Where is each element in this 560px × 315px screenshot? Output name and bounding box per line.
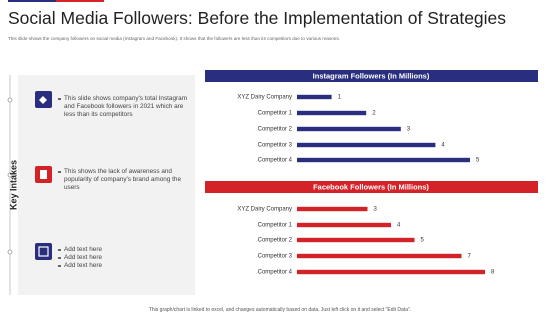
timeline-dot <box>7 97 13 103</box>
value-label: 5 <box>421 238 425 244</box>
intake-text: Add text here <box>58 262 188 270</box>
value-label: 3 <box>407 127 411 133</box>
bar <box>297 222 391 228</box>
chart-title: Instagram Followers (In Millions) <box>313 71 430 80</box>
title: Social Media Followers: Before the Imple… <box>8 8 507 28</box>
value-label: 3 <box>374 207 378 213</box>
category-label: XYZ Dairy Company <box>237 207 292 213</box>
icon-glyph <box>38 246 49 257</box>
intake-text: This slide shows company's total Instagr… <box>58 95 188 119</box>
category-label: Competitor 3 <box>258 254 293 260</box>
bar <box>297 142 436 148</box>
accent-line <box>56 0 104 2</box>
value-label: 1 <box>338 95 342 101</box>
key-intakes-label: Key Intakes <box>8 160 18 210</box>
intake-item: This shows the lack of awareness and pop… <box>58 168 188 192</box>
bar <box>297 253 462 259</box>
category-label: Competitor 4 <box>258 270 293 276</box>
category-label: Competitor 1 <box>258 111 293 117</box>
accent-line <box>8 0 56 2</box>
bar <box>297 126 401 132</box>
icon-glyph <box>40 170 47 179</box>
category-label: XYZ Dairy Company <box>237 95 292 101</box>
bar <box>297 269 485 275</box>
intake-item: This slide shows company's total Instagr… <box>58 95 188 119</box>
icon <box>35 243 52 260</box>
bar <box>297 157 470 163</box>
icon-glyph <box>39 96 47 104</box>
timeline-dot <box>7 172 13 178</box>
value-label: 5 <box>476 158 480 164</box>
category-label: Competitor 4 <box>258 158 293 164</box>
value-label: 4 <box>441 143 445 149</box>
chart-title: Facebook Followers (In Millions) <box>313 182 429 191</box>
bar <box>297 237 415 243</box>
chart-header <box>205 181 538 193</box>
category-label: Competitor 2 <box>258 238 293 244</box>
intake-text: Add text here <box>58 246 188 254</box>
category-label: Competitor 2 <box>258 127 293 133</box>
intake-item: Add text here Add text here Add text her… <box>58 246 188 270</box>
bar <box>297 206 368 212</box>
value-label: 8 <box>491 270 495 276</box>
value-label: 2 <box>372 111 376 117</box>
intake-text: Add text here <box>58 254 188 262</box>
bar <box>297 110 367 116</box>
value-label: 7 <box>468 254 472 260</box>
category-label: Competitor 1 <box>258 223 293 229</box>
footer: This graph/chart is linked to excel, and… <box>148 307 412 313</box>
subtitle: This slide shows the company followers o… <box>8 36 340 41</box>
category-label: Competitor 3 <box>258 143 293 149</box>
chart-header <box>205 70 538 82</box>
value-label: 4 <box>397 223 401 229</box>
bar <box>297 94 332 100</box>
intake-text: This shows the lack of awareness and pop… <box>58 168 188 192</box>
timeline-dot <box>7 249 13 255</box>
